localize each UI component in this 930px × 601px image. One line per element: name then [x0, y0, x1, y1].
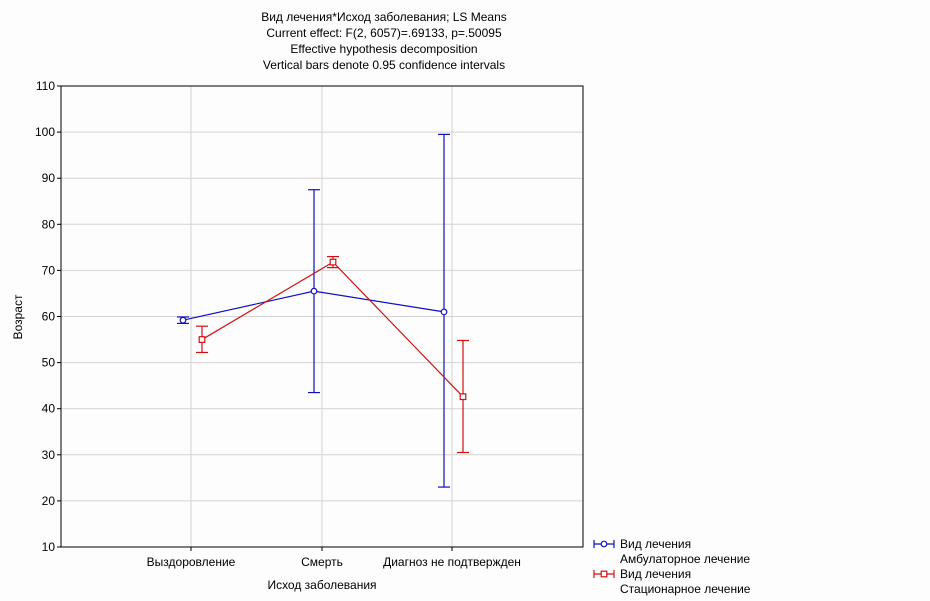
series-line [201, 261, 464, 398]
title-line-4: Vertical bars denote 0.95 confidence int… [263, 58, 505, 72]
x-tick-label: Диагноз не подтвержден [383, 555, 521, 569]
x-tick-label: Выздоровление [147, 555, 236, 569]
x-axis-label: Исход заболевания [267, 578, 376, 592]
grid-lines [61, 86, 583, 547]
legend-label: Амбулаторное лечение [620, 552, 750, 566]
y-tick-label: 60 [42, 310, 56, 324]
data-point [440, 308, 448, 316]
y-axis-ticks: 10 20 30 40 50 60 70 80 90 100 110 [35, 79, 61, 554]
legend-marker [600, 570, 608, 578]
y-tick-label: 90 [42, 171, 56, 185]
data-point [310, 287, 318, 295]
legend-label: Стационарное лечение [620, 582, 751, 596]
title-line-1: Вид лечения*Исход заболевания; LS Means [261, 10, 507, 24]
chart-title: Вид лечения*Исход заболевания; LS Means … [261, 10, 507, 72]
series-2 [196, 255, 469, 454]
y-tick-label: 100 [35, 125, 55, 139]
data-point [198, 336, 206, 343]
y-tick-label: 50 [42, 356, 56, 370]
title-line-3: Effective hypothesis decomposition [290, 42, 477, 56]
data-point [329, 258, 337, 266]
x-tick-label: Смерть [301, 555, 343, 569]
title-line-2: Current effect: F(2, 6057)=.69133, p=.50… [266, 26, 502, 40]
y-tick-label: 10 [42, 540, 56, 554]
y-tick-label: 20 [42, 494, 56, 508]
y-tick-label: 40 [42, 402, 56, 416]
data-point [179, 316, 187, 324]
y-axis-label: Возраст [11, 294, 25, 339]
legend-title: Вид лечения [620, 567, 691, 581]
y-tick-label: 80 [42, 217, 56, 231]
legend-marker [600, 540, 608, 548]
series-1 [177, 133, 450, 488]
x-axis-ticks: Выздоровление Смерть Диагноз не подтвержде… [147, 547, 521, 569]
legend-title: Вид лечения [620, 537, 691, 551]
data-point [459, 393, 467, 401]
y-tick-label: 110 [36, 79, 55, 93]
series-layer [177, 133, 469, 488]
y-tick-label: 30 [42, 448, 56, 462]
y-tick-label: 70 [42, 263, 56, 277]
